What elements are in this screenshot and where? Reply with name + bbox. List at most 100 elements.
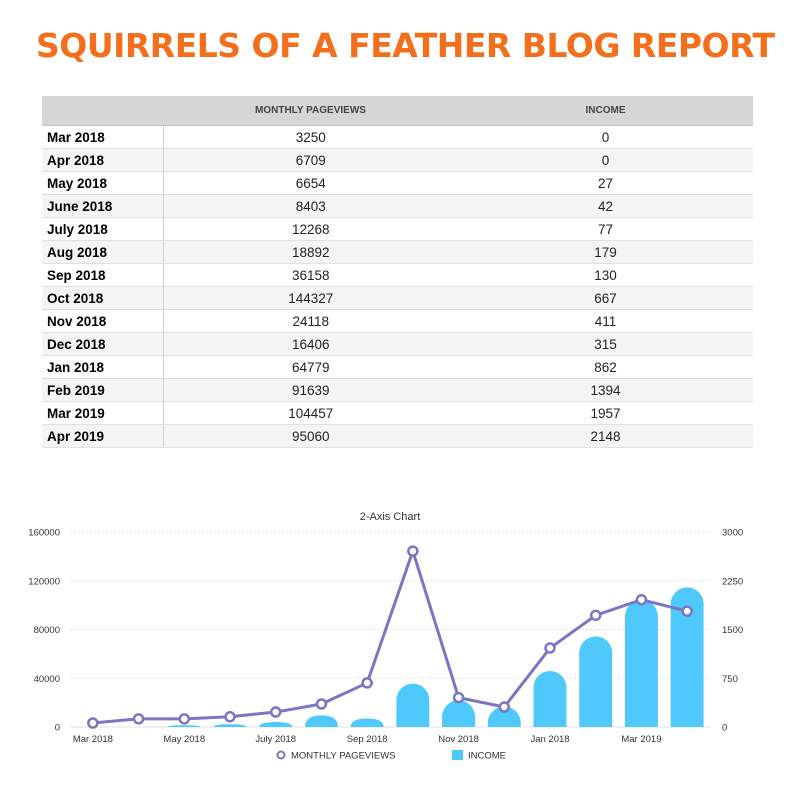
y-left-tick-label: 160000 (28, 528, 60, 539)
table-row: Mar 2018 3250 0 (42, 125, 753, 149)
table-row: Apr 2018 6709 0 (42, 148, 753, 172)
pageviews-point (315, 698, 328, 710)
row-income: 27 (458, 171, 753, 195)
table-row: Oct 2018 144327 667 (42, 286, 753, 310)
row-month: Nov 2018 (42, 309, 164, 333)
x-tick-label: Nov 2018 (438, 734, 479, 745)
income-bar (442, 700, 476, 727)
y-right-tick-label: 2250 (722, 576, 743, 587)
row-month: Dec 2018 (42, 332, 164, 356)
pageviews-line (92, 549, 688, 725)
row-month: Oct 2018 (42, 286, 164, 310)
row-month: July 2018 (42, 217, 164, 241)
table-row: June 2018 8403 42 (42, 194, 753, 218)
y-right-tick-label: 1500 (722, 625, 743, 636)
row-income: 130 (458, 263, 753, 287)
header-month (42, 96, 163, 126)
pageviews-point (452, 691, 465, 704)
two-axis-chart: 2-Axis Chart 0 0 40000 750 80000 1500 120000 225… (28, 511, 743, 762)
row-month: Mar 2018 (42, 125, 164, 149)
y-left-tick-label: 120000 (28, 576, 60, 587)
header-pageviews: MONTHLY PAGEVIEWS (163, 96, 458, 126)
row-income: 411 (458, 309, 753, 333)
row-pageviews: 36158 (163, 263, 458, 287)
legend-income-marker (452, 750, 463, 760)
row-income: 667 (458, 286, 753, 310)
x-tick-label: Mar 2018 (73, 734, 113, 745)
row-income: 77 (458, 217, 753, 241)
row-month: Aug 2018 (42, 240, 164, 264)
y-right-tick-label: 3000 (722, 528, 743, 539)
y-left-tick-label: 0 (55, 723, 60, 734)
row-pageviews: 3250 (163, 125, 458, 149)
table-row: July 2018 12268 77 (42, 217, 753, 241)
income-bar (670, 587, 704, 727)
row-pageviews: 8403 (163, 194, 458, 218)
income-bar (304, 715, 338, 727)
income-bar (533, 670, 567, 727)
table-row: Apr 2019 95060 2148 (42, 424, 753, 448)
pageviews-point (361, 677, 373, 689)
pageviews-point (407, 545, 419, 557)
pageviews-point (589, 609, 602, 622)
row-income: 179 (458, 240, 753, 264)
row-pageviews: 95060 (163, 424, 458, 448)
pageviews-point (498, 701, 511, 713)
table-row: May 2018 6654 27 (42, 171, 753, 195)
row-month: May 2018 (42, 171, 164, 195)
income-bar (167, 725, 201, 727)
row-pageviews: 104457 (163, 401, 458, 425)
row-month: Feb 2019 (42, 378, 164, 402)
row-income: 1394 (458, 378, 753, 402)
row-income: 315 (458, 332, 753, 356)
table-row: Jan 2018 64779 862 (42, 355, 753, 379)
row-month: June 2018 (42, 194, 164, 218)
x-tick-label: May 2018 (163, 734, 205, 745)
header-income: INCOME (458, 96, 753, 126)
table-row: Mar 2019 104457 1957 (42, 401, 753, 425)
pageviews-point (178, 713, 191, 725)
y-left-tick-label: 80000 (34, 625, 60, 636)
row-income: 2148 (458, 424, 753, 448)
legend-pageviews-marker (276, 750, 286, 760)
row-income: 0 (458, 125, 753, 149)
row-pageviews: 18892 (163, 240, 458, 264)
row-pageviews: 24118 (163, 309, 458, 333)
x-tick-label: Jan 2018 (530, 734, 569, 745)
y-left-tick-label: 40000 (34, 674, 60, 685)
income-bar (624, 599, 658, 727)
row-month: Jan 2018 (42, 355, 164, 379)
x-tick-label: Sep 2018 (347, 734, 388, 745)
pageviews-point (635, 593, 648, 606)
row-pageviews: 16406 (163, 332, 458, 356)
income-bar (259, 721, 293, 727)
table-row: Sep 2018 36158 130 (42, 263, 753, 287)
row-pageviews: 64779 (163, 355, 458, 379)
pageviews-point (544, 642, 556, 654)
pageviews-point (269, 706, 282, 718)
data-table: MONTHLY PAGEVIEWS INCOME Mar 2018 3250 0 Ap… (42, 96, 753, 448)
row-pageviews: 91639 (163, 378, 458, 402)
row-month: Sep 2018 (42, 263, 164, 287)
y-right-tick-label: 0 (722, 723, 727, 734)
table-row: Aug 2018 18892 179 (42, 240, 753, 264)
row-month: Mar 2019 (42, 401, 164, 425)
table-row: Dec 2018 16406 315 (42, 332, 753, 356)
income-bar (213, 724, 247, 727)
table-header-row: MONTHLY PAGEVIEWS INCOME (42, 96, 753, 126)
y-right-tick-label: 750 (722, 674, 738, 685)
x-tick-label: July 2018 (255, 734, 296, 745)
income-bar (396, 683, 430, 727)
report-title: SQUIRRELS OF A FEATHER BLOG REPORT (36, 26, 775, 65)
income-bar (579, 636, 613, 727)
row-pageviews: 12268 (163, 217, 458, 241)
row-income: 862 (458, 355, 753, 379)
pageviews-point (87, 717, 99, 729)
pageviews-point (224, 711, 236, 723)
row-pageviews: 6709 (163, 148, 458, 172)
x-tick-label: Mar 2019 (621, 734, 661, 745)
row-pageviews: 6654 (163, 171, 458, 195)
row-month: Apr 2019 (42, 424, 164, 448)
row-pageviews: 144327 (163, 286, 458, 310)
table-row: Feb 2019 91639 1394 (42, 378, 753, 402)
